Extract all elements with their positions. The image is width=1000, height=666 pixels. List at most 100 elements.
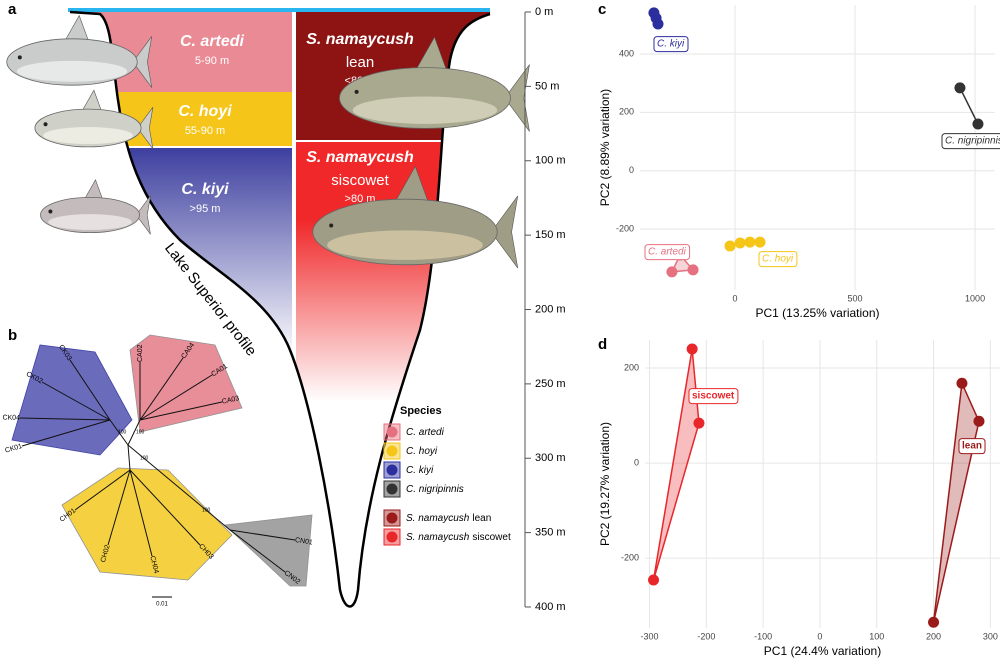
y-tick-label: 200 [624, 362, 639, 372]
depth-tick-label: 50 m [535, 80, 559, 92]
depth-tick-label: 200 m [535, 303, 566, 315]
tree-branch [127, 444, 231, 531]
point [734, 237, 746, 249]
series-label-box [644, 244, 691, 261]
leaf-label: CA02 [137, 344, 144, 362]
legend-dot [386, 426, 398, 438]
series-label-box [688, 388, 739, 405]
zone-depth: >95 m [190, 203, 221, 215]
depth-tick-label: 350 m [535, 527, 566, 539]
tree-branch [127, 419, 141, 446]
tree-branch [139, 374, 213, 421]
point [687, 264, 699, 276]
legend-species: C. hoyi [406, 446, 438, 457]
y-axis-label: PC2 (8.89% variation) [598, 89, 612, 206]
series-label: C. kiyi [657, 39, 685, 50]
series-label: C. artedi [648, 247, 687, 258]
x-tick-label: -100 [754, 631, 772, 641]
legend-dot [386, 464, 398, 476]
x-tick-label: 500 [848, 293, 863, 303]
leaf-label: CK01 [4, 443, 23, 455]
x-tick-label: -300 [641, 631, 659, 641]
legend-species: S. namaycush [406, 513, 470, 524]
point [972, 118, 984, 130]
point [928, 616, 940, 628]
lake-profile [69, 10, 491, 608]
zone-depth: 5-90 m [195, 55, 229, 67]
series-hull [932, 380, 980, 623]
legend-dot [386, 531, 398, 543]
zone-species: C. artedi [180, 33, 245, 50]
series-label-box [653, 36, 689, 53]
fish-belly [352, 96, 498, 124]
zone-species: C. kiyi [181, 181, 229, 198]
y-tick-label: -200 [616, 223, 634, 233]
x-tick-label: 1000 [965, 293, 985, 303]
tree-branch [19, 417, 111, 421]
tree-branch [109, 419, 129, 446]
legend-label: C. kiyi [406, 465, 434, 476]
leaf-label: CN01 [294, 537, 313, 547]
point [954, 82, 966, 94]
fish-tail [132, 36, 153, 88]
series-label-box [958, 438, 986, 455]
y-axis-label: PC2 (19.27% variation) [598, 422, 612, 546]
series-hull [670, 253, 695, 273]
depth-tick-label: 0 m [535, 6, 553, 18]
point [686, 343, 698, 355]
depth-tick-label: 150 m [535, 229, 566, 241]
tree-branch [229, 529, 286, 573]
x-tick-label: 200 [926, 631, 941, 641]
fish-illustration [312, 165, 519, 269]
tree-branch [41, 381, 111, 421]
series-label-box [758, 251, 798, 268]
fish-tail [135, 195, 151, 235]
panel-letter: d [598, 336, 607, 353]
leaf-label: CH02 [100, 544, 112, 563]
fish-eye [354, 89, 359, 94]
depth-tick-label: 300 m [535, 452, 566, 464]
series-label: lean [962, 441, 982, 452]
legend-dot [386, 445, 398, 457]
zone-morph: siscowet [331, 172, 389, 189]
point [693, 417, 705, 429]
panel-letter: c [598, 1, 606, 18]
point [648, 574, 660, 586]
depth-tick-label: 400 m [535, 601, 566, 613]
y-tick-label: 400 [619, 48, 634, 58]
leaf-label: CK04 [2, 414, 20, 421]
tree-branch [127, 444, 131, 471]
y-tick-label: 200 [619, 107, 634, 117]
legend-species: S. namaycush [406, 532, 470, 543]
panel-letter: b [8, 327, 17, 344]
legend-label: S. namaycush siscowet [406, 532, 511, 543]
fish-eye [329, 223, 334, 228]
y-tick-label: 0 [629, 165, 634, 175]
point [666, 266, 678, 278]
leaf-label: CH04 [148, 555, 159, 574]
point [652, 18, 664, 30]
zone-morph: lean [346, 54, 374, 71]
fish-illustration [40, 179, 151, 235]
legend-morph: lean [472, 513, 491, 524]
x-tick-label: 100 [869, 631, 884, 641]
legend-species: C. kiyi [406, 465, 434, 476]
legend-morph: siscowet [472, 532, 511, 543]
fish-tail [137, 107, 154, 149]
point [754, 236, 766, 248]
x-tick-label: 0 [733, 293, 738, 303]
legend-species: C. artedi [406, 427, 445, 438]
legend-label: C. hoyi [406, 446, 438, 457]
clade-hull [224, 514, 313, 587]
fish-eye [48, 209, 53, 214]
fish-eye [43, 122, 48, 127]
x-axis-label: PC1 (13.25% variation) [755, 306, 879, 320]
fish-tail [490, 195, 519, 269]
legend-label: S. namaycush lean [406, 513, 491, 524]
fish-illustration [339, 36, 530, 132]
fish-belly [327, 230, 483, 260]
series-label: C. hoyi [762, 254, 794, 265]
tree-branch [129, 469, 153, 557]
zone-species: S. namaycush [306, 31, 414, 48]
depth-tick-label: 250 m [535, 378, 566, 390]
